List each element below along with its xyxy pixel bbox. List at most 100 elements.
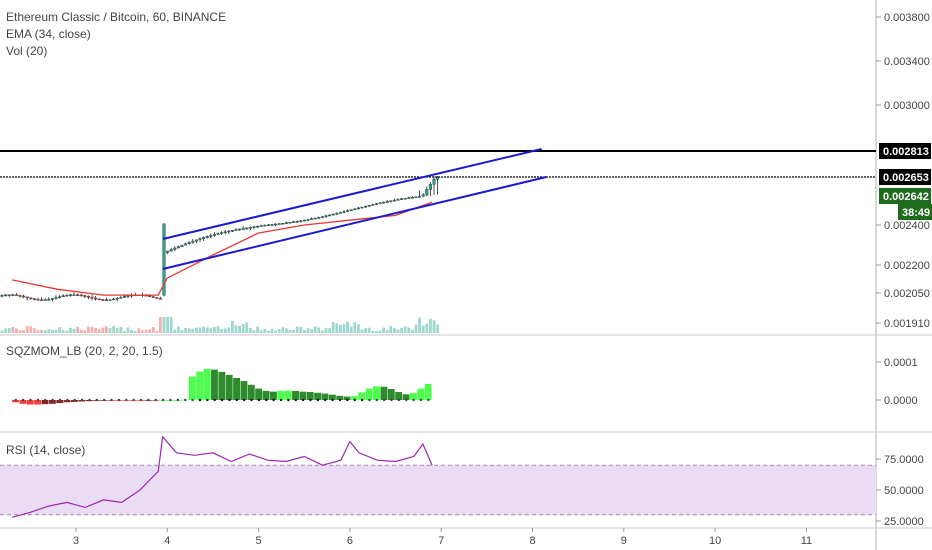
volume-bar	[306, 328, 310, 333]
volume-bar	[94, 328, 97, 333]
candle-body	[216, 233, 220, 235]
price-axis[interactable]: 0.003800 0.003400 0.003000 0.002400 0.002200…	[876, 12, 932, 528]
candle-body	[414, 196, 418, 198]
volume-bar	[11, 327, 15, 333]
volume-bar	[403, 326, 407, 333]
sqz-bar	[203, 368, 211, 400]
time-tick-label: 11	[801, 535, 812, 547]
time-axis[interactable]: 3 4 5 6 7 8 9 10 11	[73, 528, 812, 547]
sqz-dot	[228, 398, 231, 402]
candle-body	[353, 208, 357, 211]
volume-bar	[310, 329, 313, 333]
sqz-dot	[250, 398, 253, 402]
sqz-legend[interactable]: SQZMOM_LB (20, 2, 20, 1.5)	[6, 344, 163, 358]
candle-body	[191, 240, 195, 243]
candle-body	[11, 294, 15, 296]
sqz-dot	[147, 398, 150, 402]
sqz-bar	[34, 400, 42, 405]
candle-body	[328, 214, 332, 217]
sqz-bar	[48, 400, 56, 404]
volume-bar	[263, 328, 267, 333]
volume-bar	[245, 322, 249, 333]
symbol-title[interactable]: Ethereum Classic / Bitcoin, 60, BINANCE	[6, 10, 227, 24]
candle-body	[230, 230, 234, 232]
sqz-bar	[343, 396, 351, 400]
sqz-dot	[309, 398, 312, 402]
volume-legend[interactable]: Vol (20)	[6, 44, 48, 58]
candle-body	[360, 206, 364, 209]
sqz-dot	[184, 398, 187, 402]
sqz-bar	[314, 392, 322, 400]
volume-bar	[346, 321, 349, 333]
rsi-tick-label: 75.0000	[884, 454, 924, 466]
candle-body	[126, 295, 130, 297]
sqz-dot	[117, 398, 121, 402]
sqz-dot	[427, 398, 430, 402]
candle-body	[292, 221, 296, 223]
sqz-bar	[225, 374, 233, 400]
rsi-line	[11, 435, 433, 518]
sqz-bar	[417, 388, 425, 400]
candle-body	[25, 296, 29, 299]
channel-upper-line[interactable]	[162, 148, 542, 240]
volume-bar	[357, 324, 360, 333]
volume-bar	[108, 328, 112, 333]
volume-bar	[166, 317, 169, 333]
ema-legend[interactable]: EMA (34, close)	[6, 27, 91, 41]
candle-body	[83, 295, 87, 297]
candle-body	[241, 228, 245, 230]
candle-body	[400, 198, 404, 201]
rsi-band	[0, 465, 876, 515]
candle-body	[392, 199, 396, 202]
volume-bar	[371, 330, 375, 333]
sqz-bar	[351, 396, 358, 400]
volume-bar	[0, 330, 4, 333]
sqz-dot	[353, 398, 356, 402]
volume-bar	[360, 329, 364, 333]
candle-body	[115, 297, 119, 300]
candle-body	[61, 295, 65, 298]
symbol-legend: Ethereum Classic / Bitcoin, 60, BINANCE …	[6, 9, 226, 60]
volume-bar	[54, 329, 58, 333]
candle-body	[367, 205, 371, 207]
sqz-bar	[292, 390, 299, 400]
volume-bar	[169, 317, 173, 333]
volume-bar	[313, 326, 317, 333]
volume-bar	[97, 329, 101, 333]
volume-bar	[331, 322, 335, 333]
rsi-legend[interactable]: RSI (14, close)	[6, 443, 86, 457]
sqz-dot	[139, 398, 143, 402]
candle-body	[266, 224, 270, 226]
sqz-dot	[316, 398, 320, 402]
volume-bar	[418, 317, 421, 333]
sqz-dot	[169, 398, 172, 402]
time-tick-label: 9	[621, 535, 627, 547]
channel-lower-line[interactable]	[162, 176, 547, 270]
volume-bar	[220, 329, 223, 333]
volume-bar	[151, 327, 155, 333]
sqz-dot	[73, 398, 76, 402]
candle-body	[7, 294, 11, 296]
sqz-dot	[375, 398, 379, 402]
volume-bar	[87, 326, 90, 333]
sqz-bar	[26, 400, 34, 405]
volume-bar	[144, 329, 148, 333]
candle-body	[428, 183, 432, 190]
volume-bar	[349, 326, 353, 333]
volume-bar	[79, 329, 83, 333]
sqz-dot	[390, 398, 393, 402]
sqz-bar	[365, 388, 373, 400]
candle-body	[252, 226, 256, 228]
volume-bar	[7, 328, 11, 333]
volume-bar	[90, 326, 94, 333]
sqz-tick-label: 0.0001	[884, 357, 918, 369]
ema-line	[11, 201, 433, 296]
candle-body	[338, 212, 342, 214]
volume-bar	[277, 329, 281, 333]
volume-bar	[342, 324, 346, 333]
volume-bar	[15, 328, 18, 333]
sqz-bar	[188, 376, 196, 400]
candle-body	[94, 297, 98, 300]
candle-body	[378, 202, 382, 205]
